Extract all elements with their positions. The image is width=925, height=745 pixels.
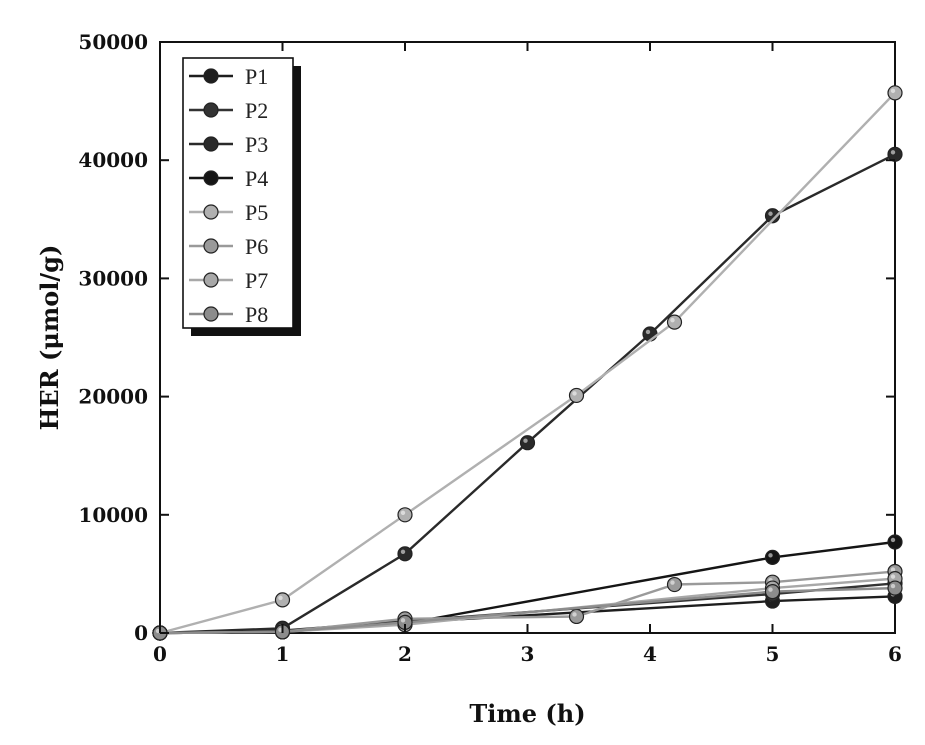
legend-label: P6 xyxy=(245,234,268,259)
data-point xyxy=(642,326,658,342)
data-point xyxy=(666,576,683,593)
x-tick-label: 2 xyxy=(398,642,412,666)
legend-label: P3 xyxy=(245,132,268,157)
legend-item-p2: P2 xyxy=(189,98,268,123)
legend-marker xyxy=(203,68,219,84)
data-point xyxy=(764,584,781,600)
legend-item-p4: P4 xyxy=(189,166,268,191)
data-point-highlight xyxy=(670,580,675,585)
data-point-highlight xyxy=(768,211,773,216)
data-point-highlight xyxy=(890,567,896,572)
data-point xyxy=(666,314,683,330)
x-tick-label: 4 xyxy=(643,642,657,666)
data-point-highlight xyxy=(400,549,406,555)
data-point-highlight xyxy=(890,537,896,543)
data-point xyxy=(764,549,781,565)
legend-item-p6: P6 xyxy=(189,234,268,259)
x-tick-label: 3 xyxy=(521,642,535,666)
legend-item-p1: P1 xyxy=(189,64,268,89)
x-axis-label: Time (h) xyxy=(469,699,585,728)
data-point-highlight xyxy=(523,438,528,443)
legend-item-p7: P7 xyxy=(189,268,268,293)
data-point-highlight xyxy=(572,391,577,396)
data-point-highlight xyxy=(670,317,675,323)
data-point-highlight xyxy=(572,612,577,617)
data-point xyxy=(519,435,536,451)
data-point xyxy=(397,546,413,562)
legend-label: P1 xyxy=(245,64,268,89)
legend-marker xyxy=(203,170,219,186)
legend-item-p8: P8 xyxy=(189,302,268,327)
x-tick-label: 6 xyxy=(888,642,902,666)
data-point-highlight xyxy=(890,150,896,155)
legend-marker xyxy=(203,204,219,220)
legend-marker xyxy=(203,306,219,322)
legend-label: P8 xyxy=(245,302,268,327)
y-tick-label: 0 xyxy=(134,621,148,645)
y-axis-label: HER (μmol/g) xyxy=(35,245,64,431)
legend-label: P4 xyxy=(245,166,268,191)
legend-label: P7 xyxy=(245,268,268,293)
data-point xyxy=(887,580,903,596)
x-tick-label: 1 xyxy=(276,642,290,666)
legend-box xyxy=(182,57,294,329)
series-p8 xyxy=(152,580,903,641)
series-line xyxy=(159,91,896,635)
data-point xyxy=(887,534,903,550)
data-point-highlight xyxy=(768,587,773,592)
y-tick-label: 40000 xyxy=(78,148,148,172)
y-tick-label: 10000 xyxy=(78,503,148,527)
x-tick-label: 5 xyxy=(766,642,780,666)
legend-marker xyxy=(203,238,219,254)
y-tick-label: 20000 xyxy=(78,385,148,409)
legend-item-p5: P5 xyxy=(189,200,268,225)
data-point-highlight xyxy=(890,88,896,94)
legend-marker xyxy=(203,272,219,288)
data-point-highlight xyxy=(645,329,651,335)
data-point xyxy=(887,146,903,162)
legend-label: P5 xyxy=(245,200,268,225)
data-point-highlight xyxy=(400,618,406,623)
data-point-highlight xyxy=(890,583,896,589)
data-point xyxy=(887,85,903,101)
data-point-highlight xyxy=(768,553,773,558)
data-point xyxy=(397,507,413,523)
series-layer xyxy=(152,85,903,641)
legend: P1 P2 P3 P4 P5 P6 P7 P8 xyxy=(182,57,301,336)
legend-label: P2 xyxy=(245,98,268,123)
data-point xyxy=(568,608,585,625)
data-point xyxy=(568,387,585,404)
legend-item-p3: P3 xyxy=(189,132,268,157)
data-point-highlight xyxy=(278,595,283,601)
series-p5 xyxy=(152,85,903,641)
data-point-highlight xyxy=(400,510,406,515)
x-tick-label: 0 xyxy=(153,642,167,666)
axes: 0 10000 20000 30000 40000 50000 0 1 2 3 4 5 6 xyxy=(78,30,902,666)
legend-marker xyxy=(203,102,219,118)
data-point-highlight xyxy=(890,574,896,579)
data-point xyxy=(274,592,291,608)
legend-marker xyxy=(203,136,219,152)
y-tick-label: 50000 xyxy=(78,30,148,54)
y-tick-label: 30000 xyxy=(78,266,148,290)
